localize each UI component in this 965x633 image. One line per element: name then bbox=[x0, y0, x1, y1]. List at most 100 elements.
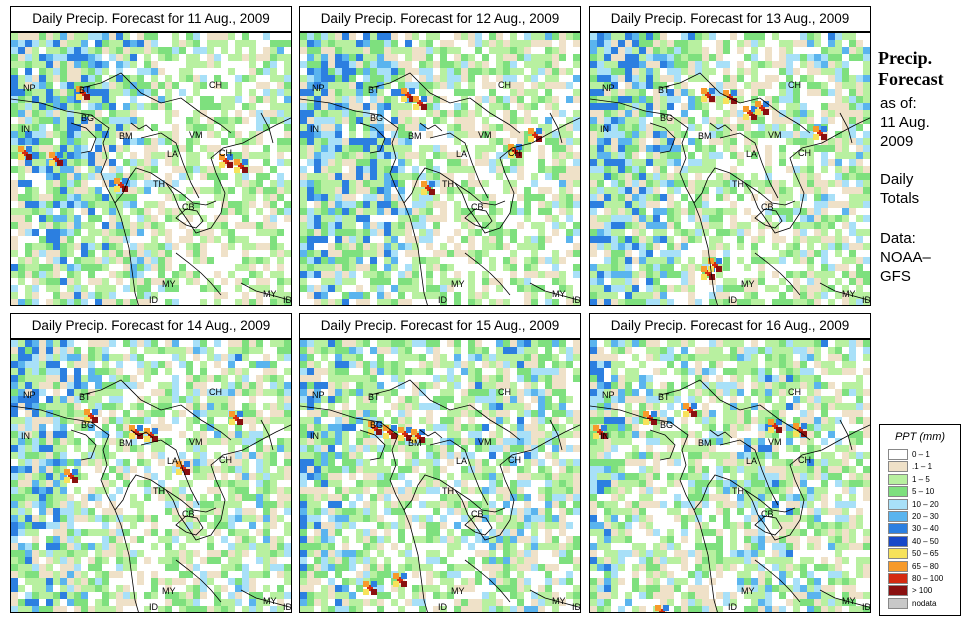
legend-swatch bbox=[888, 461, 908, 473]
country-label: MY bbox=[552, 596, 566, 606]
country-label: NP bbox=[602, 83, 615, 93]
precip-map: NP BT CH IN BG BM VM LA TH CB CH MY ID MY ID bbox=[589, 32, 871, 306]
country-label: BT bbox=[658, 85, 670, 95]
country-label: MY bbox=[263, 596, 277, 606]
forecast-panel-day5: Daily Precip. Forecast for 15 Aug., 2009… bbox=[299, 313, 581, 613]
country-label: LA bbox=[456, 456, 467, 466]
forecast-panel-day6: Daily Precip. Forecast for 16 Aug., 2009… bbox=[589, 313, 871, 613]
sidebar-title-line1: Precip. bbox=[878, 48, 933, 68]
legend-swatch bbox=[888, 585, 908, 597]
country-label: CB bbox=[471, 202, 484, 212]
country-label: ID bbox=[438, 602, 448, 612]
totals-line1: Daily bbox=[880, 171, 914, 188]
country-label: ID bbox=[862, 602, 871, 612]
legend-swatch bbox=[888, 486, 908, 498]
country-label: MY bbox=[263, 289, 277, 299]
country-label: CH bbox=[498, 80, 511, 90]
panel-title: Daily Precip. Forecast for 11 Aug., 2009 bbox=[10, 6, 292, 32]
heavy-rain-cells bbox=[363, 421, 425, 595]
country-label: IN bbox=[600, 431, 609, 441]
precip-grid bbox=[590, 33, 870, 305]
country-label: BT bbox=[368, 392, 380, 402]
country-label: BT bbox=[79, 85, 91, 95]
data-source-line2: GFS bbox=[880, 268, 911, 285]
country-label: MY bbox=[162, 279, 176, 289]
country-label: ID bbox=[283, 602, 292, 612]
country-label: CH bbox=[798, 148, 811, 158]
legend-swatch bbox=[888, 498, 908, 510]
country-label: CB bbox=[182, 509, 195, 519]
country-label: TH bbox=[442, 486, 454, 496]
country-label: BG bbox=[660, 420, 673, 430]
legend-label: 40 – 50 bbox=[912, 536, 939, 546]
legend-swatch bbox=[888, 449, 908, 460]
country-borders bbox=[590, 379, 870, 612]
country-borders bbox=[590, 72, 870, 305]
asof-date: 11 Aug. bbox=[880, 114, 930, 131]
country-label: LA bbox=[746, 456, 757, 466]
country-label: NP bbox=[312, 390, 325, 400]
country-label: CB bbox=[182, 202, 195, 212]
country-label: LA bbox=[456, 149, 467, 159]
country-label: BM bbox=[408, 438, 422, 448]
country-label: BM bbox=[408, 131, 422, 141]
legend-label: nodata bbox=[912, 598, 937, 608]
country-label: MY bbox=[842, 289, 856, 299]
legend-swatch bbox=[888, 511, 908, 522]
country-label: LA bbox=[746, 149, 757, 159]
country-label: BM bbox=[698, 438, 712, 448]
legend-swatch bbox=[888, 535, 908, 547]
legend-swatch bbox=[888, 560, 908, 572]
country-label: VM bbox=[189, 130, 203, 140]
legend-swatch bbox=[888, 573, 908, 584]
country-label: MY bbox=[451, 279, 465, 289]
country-label: ID bbox=[149, 602, 159, 612]
sidebar-totals: Daily Totals bbox=[880, 170, 919, 208]
country-label: TH bbox=[153, 486, 165, 496]
country-label: ID bbox=[149, 295, 159, 305]
country-label: BG bbox=[81, 420, 94, 430]
country-borders bbox=[11, 379, 291, 612]
country-label: TH bbox=[732, 179, 744, 189]
legend-label: 1 – 5 bbox=[912, 474, 930, 484]
sidebar-title: Precip. Forecast bbox=[878, 48, 944, 90]
country-label: LA bbox=[167, 149, 178, 159]
country-label: NP bbox=[23, 390, 36, 400]
country-label: CB bbox=[761, 202, 774, 212]
country-label: MY bbox=[741, 586, 755, 596]
country-label: IN bbox=[21, 124, 30, 134]
forecast-panel-day3: Daily Precip. Forecast for 13 Aug., 2009… bbox=[589, 6, 871, 306]
country-label: CB bbox=[761, 509, 774, 519]
country-label: CH bbox=[508, 455, 521, 465]
country-label: IN bbox=[310, 124, 319, 134]
country-label: TH bbox=[153, 179, 165, 189]
country-label: CH bbox=[788, 387, 801, 397]
heavy-rain-cells bbox=[64, 409, 243, 483]
country-label: BM bbox=[119, 131, 133, 141]
country-label: CH bbox=[798, 455, 811, 465]
panel-title: Daily Precip. Forecast for 14 Aug., 2009 bbox=[10, 313, 292, 339]
sidebar-data-source: Data: NOAA– GFS bbox=[880, 229, 931, 286]
legend-swatch bbox=[888, 548, 908, 560]
country-label: MY bbox=[451, 586, 465, 596]
country-label: VM bbox=[768, 437, 782, 447]
precip-grid bbox=[590, 340, 870, 612]
country-label: TH bbox=[732, 486, 744, 496]
legend-label: 80 – 100 bbox=[912, 574, 944, 583]
country-label: CH bbox=[209, 80, 222, 90]
country-label: CB bbox=[471, 509, 484, 519]
forecast-panel-day1: Daily Precip. Forecast for 11 Aug., 2009… bbox=[10, 6, 292, 306]
legend-label: 20 – 30 bbox=[912, 512, 939, 521]
precip-map: NP BT CH IN BG BM VM LA TH CB CH MY ID MY ID bbox=[10, 32, 292, 306]
country-label: MY bbox=[842, 596, 856, 606]
panel-title: Daily Precip. Forecast for 16 Aug., 2009 bbox=[589, 313, 871, 339]
country-label: CH bbox=[219, 148, 232, 158]
country-borders bbox=[300, 379, 580, 612]
legend-label: 50 – 65 bbox=[912, 549, 939, 559]
legend-swatch bbox=[888, 473, 908, 485]
